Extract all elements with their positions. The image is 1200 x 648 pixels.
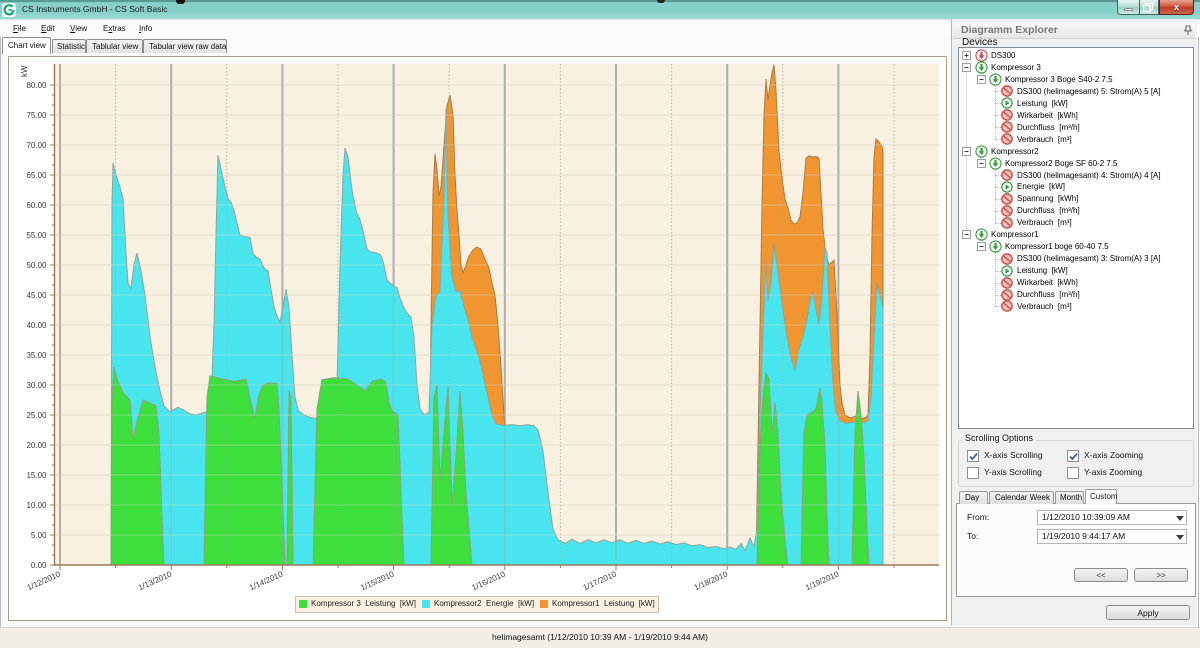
svg-text:70.00: 70.00	[26, 141, 47, 150]
svg-text:20.00: 20.00	[26, 441, 47, 450]
svg-text:1/18/2010: 1/18/2010	[693, 569, 730, 592]
svg-text:15.00: 15.00	[26, 471, 47, 480]
svg-text:50.00: 50.00	[26, 261, 47, 270]
svg-text:60.00: 60.00	[26, 201, 47, 210]
svg-text:1/19/2010: 1/19/2010	[804, 569, 841, 592]
svg-text:1/14/2010: 1/14/2010	[248, 569, 285, 592]
svg-text:55.00: 55.00	[26, 231, 47, 240]
svg-text:75.00: 75.00	[26, 111, 47, 120]
svg-text:80.00: 80.00	[26, 81, 47, 90]
svg-text:65.00: 65.00	[26, 171, 47, 180]
svg-text:35.00: 35.00	[26, 351, 47, 360]
svg-text:10.00: 10.00	[26, 501, 47, 510]
svg-text:30.00: 30.00	[26, 381, 47, 390]
svg-text:1/13/2010: 1/13/2010	[137, 569, 174, 592]
svg-text:1/12/2010: 1/12/2010	[26, 569, 63, 592]
svg-text:1/17/2010: 1/17/2010	[582, 569, 619, 592]
svg-text:kW: kW	[20, 65, 29, 77]
svg-text:45.00: 45.00	[26, 291, 47, 300]
svg-text:0.00: 0.00	[31, 561, 47, 570]
svg-text:1/15/2010: 1/15/2010	[359, 569, 396, 592]
svg-text:40.00: 40.00	[26, 321, 47, 330]
svg-text:5.00: 5.00	[31, 531, 47, 540]
svg-text:25.00: 25.00	[26, 411, 47, 420]
svg-text:1/16/2010: 1/16/2010	[470, 569, 507, 592]
